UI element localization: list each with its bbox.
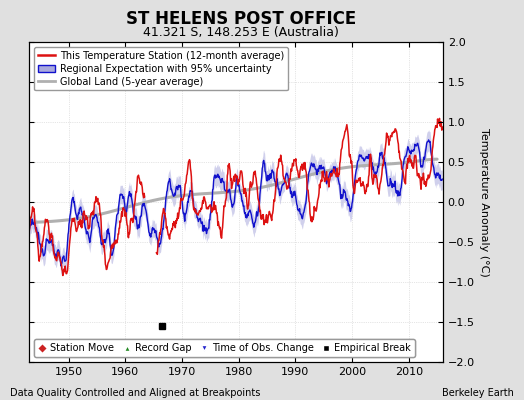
Y-axis label: Temperature Anomaly (°C): Temperature Anomaly (°C) bbox=[479, 128, 489, 276]
Legend: Station Move, Record Gap, Time of Obs. Change, Empirical Break: Station Move, Record Gap, Time of Obs. C… bbox=[34, 339, 414, 357]
Text: ST HELENS POST OFFICE: ST HELENS POST OFFICE bbox=[126, 10, 356, 28]
Text: Berkeley Earth: Berkeley Earth bbox=[442, 388, 514, 398]
Text: 41.321 S, 148.253 E (Australia): 41.321 S, 148.253 E (Australia) bbox=[143, 26, 339, 39]
Text: Data Quality Controlled and Aligned at Breakpoints: Data Quality Controlled and Aligned at B… bbox=[10, 388, 261, 398]
